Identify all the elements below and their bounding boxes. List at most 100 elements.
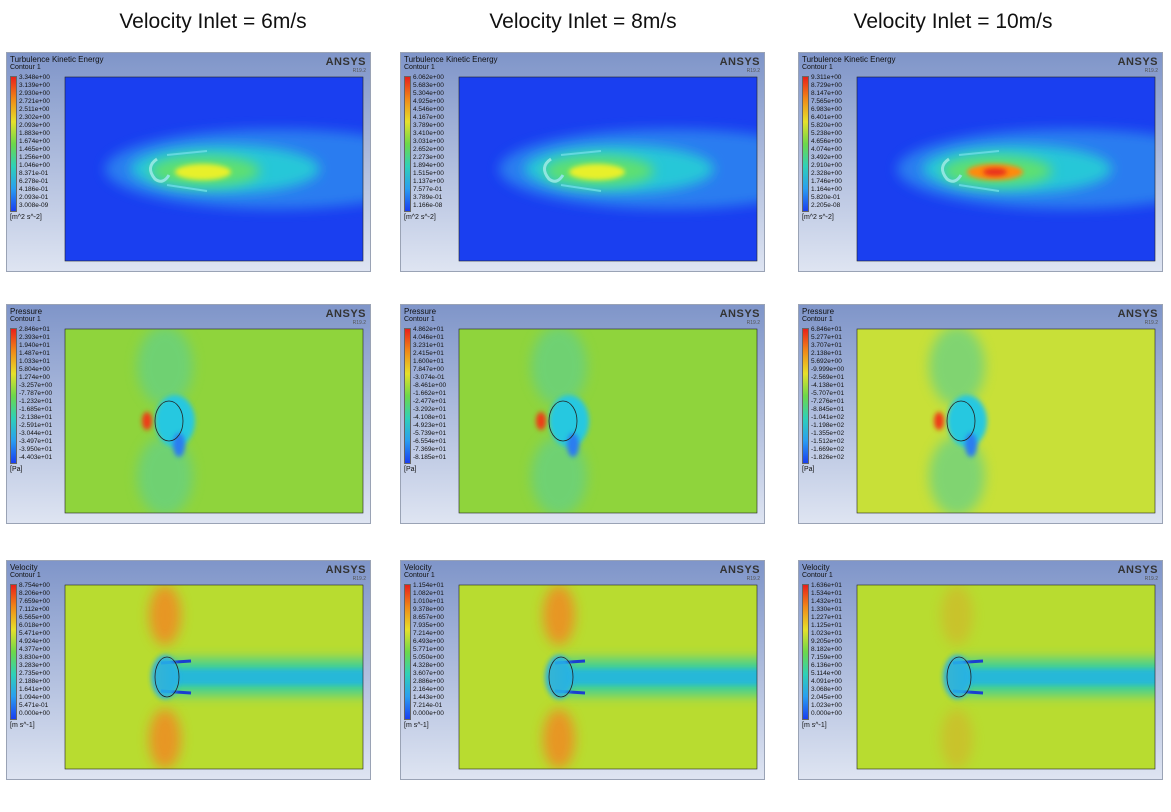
contour-field — [65, 77, 363, 261]
legend-tick-label: 2.093e-01 — [19, 194, 49, 201]
legend-tick-label: 6.136e+00 — [811, 662, 842, 669]
legend-tick-label: 9.311e+00 — [811, 74, 842, 81]
legend-tick-label: -3.497e+01 — [19, 438, 53, 445]
column-header-6ms: Velocity Inlet = 6m/s — [119, 10, 307, 33]
legend-tick-label: 3.789e+00 — [413, 122, 444, 129]
legend-tick-label: -2.591e+01 — [19, 422, 53, 429]
legend-tick-label: 7.214e+00 — [413, 630, 444, 637]
legend-tick-label: 7.565e+00 — [811, 98, 842, 105]
colormap-bar — [404, 76, 411, 212]
legend-tick-label: -1.198e+02 — [811, 422, 845, 429]
pressure-contour-panel-6ms: Pressure Contour 1 2.846e+01 2.393e+01 1.940… — [6, 304, 371, 524]
legend-tick-label: 9.378e+00 — [413, 606, 444, 613]
color-legend: Turbulence Kinetic Energy Contour 1 6.062e… — [404, 55, 498, 221]
legend-tick-label: 2.393e+01 — [19, 334, 50, 341]
legend-contour-label: Contour 1 — [10, 572, 41, 579]
colormap-bar — [404, 584, 411, 720]
legend-tick-label: 5.114e+00 — [811, 670, 842, 677]
legend-tick-label: 3.348e+00 — [19, 74, 50, 81]
legend-tick-label: 2.328e+00 — [811, 170, 842, 177]
contour-plot — [401, 305, 764, 523]
legend-tick-label: 5.050e+00 — [413, 654, 444, 661]
legend-tick-label: 1.164e+00 — [811, 186, 842, 193]
legend-tick-label: 6.983e+00 — [811, 106, 842, 113]
legend-unit: [m^2 s^-2] — [10, 214, 42, 221]
legend-tick-label: 1.082e+01 — [413, 590, 444, 597]
legend-tick-label: 1.465e+00 — [19, 146, 50, 153]
ansys-logo: ANSYS R19.2 — [719, 308, 760, 327]
legend-tick-label: 0.000e+00 — [19, 710, 50, 717]
contour-plot — [401, 561, 764, 779]
legend-tick-label: -7.787e+00 — [19, 390, 53, 397]
legend-tick-label: -8.461e+00 — [413, 382, 447, 389]
legend-tick-label: -1.669e+02 — [811, 446, 845, 453]
legend-tick-label: -7.369e+01 — [413, 446, 447, 453]
legend-tick-label: 8.182e+00 — [811, 646, 842, 653]
legend-tick-label: 7.659e+00 — [19, 598, 50, 605]
legend-contour-label: Contour 1 — [802, 316, 833, 323]
legend-tick-label: 2.045e+00 — [811, 694, 842, 701]
legend-tick-label: 1.274e+00 — [19, 374, 50, 381]
legend-tick-label: 6.018e+00 — [19, 622, 50, 629]
legend-tick-label: 1.894e+00 — [413, 162, 444, 169]
legend-tick-label: 5.471e-01 — [19, 702, 49, 709]
legend-tick-label: 9.205e+00 — [811, 638, 842, 645]
colormap-bar — [802, 584, 809, 720]
legend-unit: [m^2 s^-2] — [802, 214, 834, 221]
legend-tick-label: -2.477e+01 — [413, 398, 447, 405]
legend-tick-label: 1.636e+01 — [811, 582, 842, 589]
legend-tick-label: 7.847e+00 — [413, 366, 444, 373]
legend-tick-label: 4.186e-01 — [19, 186, 49, 193]
legend-tick-label: 3.410e+00 — [413, 130, 444, 137]
legend-tick-label: 2.273e+00 — [413, 154, 444, 161]
legend-unit: [m s^-1] — [404, 722, 429, 729]
legend-tick-label: 1.487e+01 — [19, 350, 50, 357]
color-legend: Velocity Contour 1 1.154e+01 1.082e+01 1.010… — [404, 564, 456, 729]
legend-tick-label: 1.940e+01 — [19, 342, 50, 349]
legend-tick-label: -1.685e+01 — [19, 406, 53, 413]
ansys-logo: ANSYS R19.2 — [325, 308, 366, 327]
contour-field — [65, 585, 363, 769]
legend-contour-label: Contour 1 — [10, 316, 41, 323]
legend-tick-label: 8.729e+00 — [811, 82, 842, 89]
legend-tick-label: 4.091e+00 — [811, 678, 842, 685]
ansys-logo: ANSYS R19.2 — [719, 564, 760, 583]
contour-plot — [7, 53, 370, 271]
legend-tick-label: 6.278e-01 — [19, 178, 49, 185]
legend-tick-label: -3.044e+01 — [19, 430, 53, 437]
legend-contour-label: Contour 1 — [802, 572, 833, 579]
legend-tick-label: 7.214e-01 — [413, 702, 443, 709]
legend-tick-label: 3.492e+00 — [811, 154, 842, 161]
legend-tick-label: 5.820e-01 — [811, 194, 841, 201]
legend-tick-label: 1.094e+00 — [19, 694, 50, 701]
legend-tick-label: 4.924e+00 — [19, 638, 50, 645]
legend-tick-label: 1.166e-08 — [413, 202, 443, 209]
legend-tick-label: -3.950e+01 — [19, 446, 53, 453]
legend-contour-label: Contour 1 — [802, 64, 833, 71]
legend-tick-label: 5.277e+01 — [811, 334, 842, 341]
legend-tick-label: 2.302e+00 — [19, 114, 50, 121]
color-legend: Turbulence Kinetic Energy Contour 1 3.348e… — [10, 55, 104, 221]
legend-tick-label: 2.205e-08 — [811, 202, 841, 209]
contour-field — [857, 77, 1155, 261]
legend-tick-label: 2.910e+00 — [811, 162, 842, 169]
legend-tick-label: 3.068e+00 — [811, 686, 842, 693]
color-legend: Pressure Contour 1 6.846e+01 5.277e+01 3.707… — [802, 308, 854, 473]
legend-tick-label: 5.238e+00 — [811, 130, 842, 137]
legend-unit: [Pa] — [404, 466, 417, 473]
tke-contour-panel-8ms: Turbulence Kinetic Energy Contour 1 6.062e… — [400, 52, 765, 272]
ansys-logo: ANSYS R19.2 — [1117, 56, 1158, 75]
legend-tick-label: 3.830e+00 — [19, 654, 50, 661]
legend-tick-label: 1.515e+00 — [413, 170, 444, 177]
legend-tick-label: -5.707e+01 — [811, 390, 845, 397]
legend-tick-label: -1.826e+02 — [811, 454, 845, 461]
legend-tick-label: -1.662e+01 — [413, 390, 447, 397]
legend-quantity-title: Turbulence Kinetic Energy — [404, 55, 498, 64]
legend-tick-label: 1.600e+01 — [413, 358, 444, 365]
legend-unit: [m s^-1] — [802, 722, 827, 729]
legend-tick-label: -5.739e+01 — [413, 430, 447, 437]
legend-tick-label: 5.683e+00 — [413, 82, 444, 89]
legend-quantity-title: Turbulence Kinetic Energy — [10, 55, 104, 64]
ansys-logo: ANSYS R19.2 — [719, 56, 760, 75]
legend-tick-label: 8.657e+00 — [413, 614, 444, 621]
